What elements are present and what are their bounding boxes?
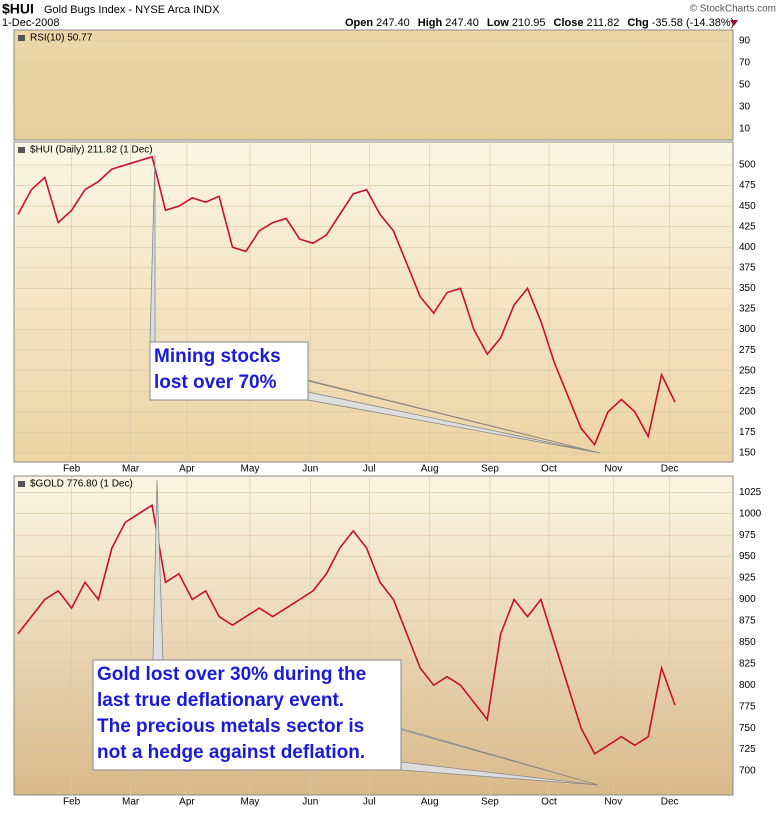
y-tick-label: 10: [739, 124, 751, 135]
y-tick-label: 325: [739, 304, 756, 315]
x-tick-label: Mar: [122, 464, 140, 475]
quote-value: -35.58 (-14.38%): [652, 17, 735, 29]
y-tick-label: 250: [739, 365, 756, 376]
y-tick-label: 875: [739, 616, 756, 627]
x-tick-label: Sep: [481, 797, 499, 808]
x-tick-label: Feb: [63, 797, 81, 808]
y-tick-label: 450: [739, 201, 756, 212]
annotation: last true deflationary event.: [97, 690, 344, 711]
legend-icon: [18, 147, 25, 153]
y-tick-label: 70: [739, 58, 751, 69]
y-tick-label: 175: [739, 427, 756, 438]
x-tick-label: Jun: [302, 464, 318, 475]
legend-icon: [18, 481, 25, 487]
annotation: Gold lost over 30% during the: [97, 664, 366, 685]
x-tick-label: Apr: [179, 464, 195, 475]
y-tick-label: 925: [739, 573, 756, 584]
symbol: $HUI: [2, 1, 34, 17]
y-tick-label: 90: [739, 36, 751, 47]
quote-label: Close: [554, 17, 584, 29]
y-tick-label: 975: [739, 530, 756, 541]
quote-label: Low: [487, 17, 509, 29]
copyright: © StockCharts.com: [690, 4, 776, 15]
panel: [13, 141, 734, 463]
y-tick-label: 30: [739, 102, 751, 113]
date: 1-Dec-2008: [2, 17, 59, 29]
annotation: The precious metals sector is: [97, 716, 364, 737]
quote-value: 247.40: [445, 17, 479, 29]
annotation: not a hedge against deflation.: [97, 742, 365, 763]
quote-value: 210.95: [512, 17, 546, 29]
annotation-box: [149, 341, 309, 401]
quote-label: Chg: [627, 17, 648, 29]
x-tick-label: Oct: [541, 464, 557, 475]
legend: $HUI (Daily) 211.82 (1 Dec): [30, 145, 153, 156]
x-tick-label: Sep: [481, 464, 499, 475]
y-tick-label: 825: [739, 658, 756, 669]
y-tick-label: 200: [739, 406, 756, 417]
quote-value: 211.82: [587, 17, 620, 29]
x-tick-label: May: [241, 797, 260, 808]
y-tick-label: 725: [739, 744, 756, 755]
y-tick-label: 900: [739, 594, 756, 605]
annotation: Mining stocks: [154, 346, 281, 367]
x-tick-label: Oct: [541, 797, 557, 808]
quote-label: High: [418, 17, 443, 29]
y-tick-label: 775: [739, 701, 756, 712]
y-tick-label: 950: [739, 551, 756, 562]
y-tick-label: 375: [739, 263, 756, 274]
y-tick-label: 400: [739, 242, 756, 253]
y-tick-label: 50: [739, 80, 751, 91]
annotation: lost over 70%: [154, 372, 277, 393]
x-tick-label: Jun: [302, 797, 318, 808]
legend: $GOLD 776.80 (1 Dec): [30, 479, 133, 490]
quote: Open 247.40 High 247.40 Low 210.95 Close 211.82…: [345, 17, 734, 29]
x-tick-label: Jul: [363, 797, 376, 808]
x-tick-label: Aug: [421, 464, 439, 475]
y-tick-label: 425: [739, 221, 756, 232]
y-tick-label: 275: [739, 345, 756, 356]
price-line: [17, 155, 676, 447]
y-tick-label: 300: [739, 324, 756, 335]
y-tick-label: 1025: [739, 487, 762, 498]
index-name: Gold Bugs Index - NYSE Arca INDX: [44, 4, 220, 16]
x-tick-label: May: [241, 464, 260, 475]
y-tick-label: 700: [739, 766, 756, 777]
x-tick-label: Jul: [363, 464, 376, 475]
y-tick-label: 500: [739, 160, 756, 171]
x-tick-label: Apr: [179, 797, 195, 808]
y-tick-label: 1000: [739, 508, 762, 519]
x-tick-label: Feb: [63, 464, 81, 475]
quote-value: 247.40: [376, 17, 410, 29]
y-tick-label: 150: [739, 448, 756, 459]
quote-label: Open: [345, 17, 373, 29]
y-tick-label: 475: [739, 180, 756, 191]
x-tick-label: Dec: [661, 464, 679, 475]
price-line: [17, 503, 676, 755]
annotation-box: [92, 659, 402, 771]
x-tick-label: Aug: [421, 797, 439, 808]
down-arrow: [730, 20, 738, 26]
y-tick-label: 225: [739, 386, 756, 397]
y-tick-label: 800: [739, 680, 756, 691]
y-tick-label: 750: [739, 723, 756, 734]
x-tick-label: Dec: [661, 797, 679, 808]
y-tick-label: 350: [739, 283, 756, 294]
x-tick-label: Mar: [122, 797, 140, 808]
y-tick-label: 850: [739, 637, 756, 648]
x-tick-label: Nov: [604, 797, 622, 808]
x-tick-label: Nov: [604, 464, 622, 475]
legend: RSI(10) 50.77: [30, 33, 93, 44]
legend-icon: [18, 35, 25, 41]
